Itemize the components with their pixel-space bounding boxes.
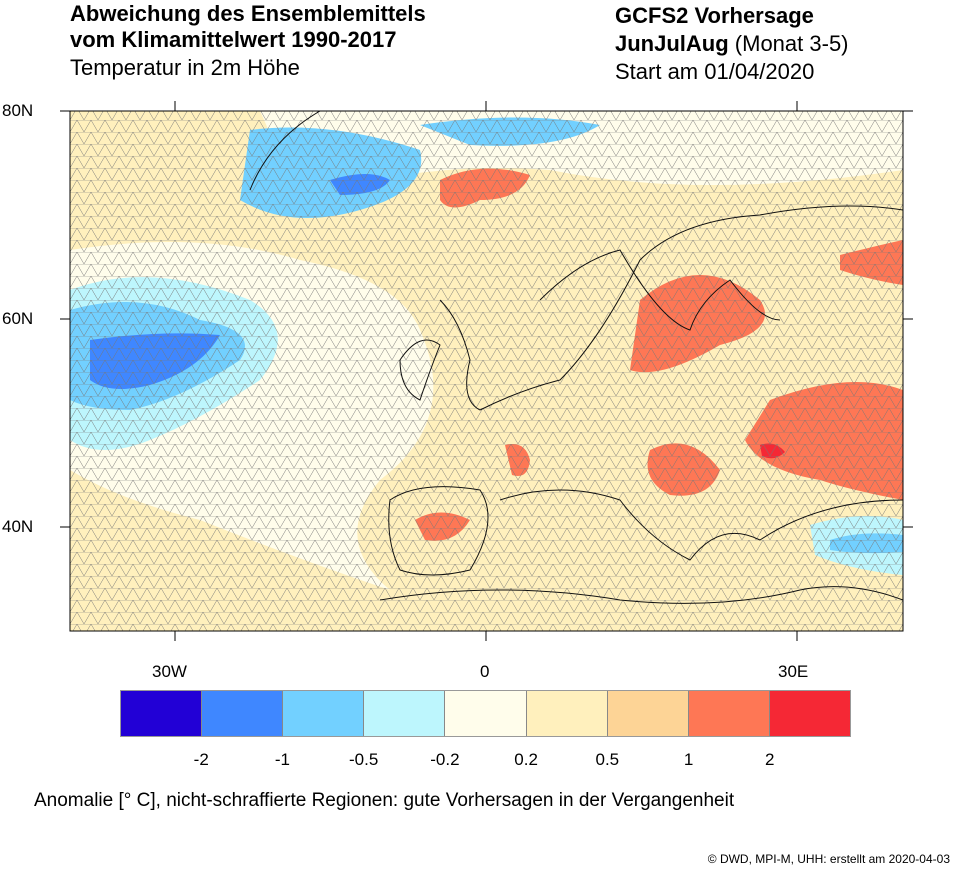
model-title: GCFS2 Vorhersage xyxy=(615,3,814,28)
colorbar-tick-label: -1 xyxy=(274,750,290,769)
hatching-overlay xyxy=(70,111,903,631)
colorbar-tick-label: 0.5 xyxy=(595,750,620,769)
colorbar-swatch xyxy=(364,691,446,736)
axis-ticks xyxy=(60,101,913,641)
colorbar-tick-label: 0.2 xyxy=(514,750,538,769)
colorbar-swatch xyxy=(202,691,284,736)
season-line: JunJulAug (Monat 3-5) xyxy=(615,32,849,56)
lon-label-30e: 30E xyxy=(778,662,809,681)
colorbar-tick-label: -2 xyxy=(193,750,209,769)
colorbar-swatch xyxy=(526,691,608,736)
anomaly-map xyxy=(60,101,913,641)
colorbar-swatch xyxy=(607,691,689,736)
lon-label-30w: 30W xyxy=(152,662,187,681)
season: JunJulAug xyxy=(615,31,729,56)
footer-caption: Anomalie [° C], nicht-schraffierte Regio… xyxy=(34,790,735,811)
colorbar-swatch xyxy=(121,691,203,736)
colorbar-swatch xyxy=(769,691,850,736)
start-date: Start am 01/04/2020 xyxy=(615,59,815,84)
colorbar-tick-label: -0.2 xyxy=(430,750,460,769)
colorbar-tick-label: 1 xyxy=(683,750,694,769)
coastlines xyxy=(249,111,903,604)
lon-label-0: 0 xyxy=(480,662,490,681)
colorbar xyxy=(120,690,851,737)
colorbar-swatch xyxy=(688,691,770,736)
title-variable: Temperatur in 2m Höhe xyxy=(70,55,300,80)
months: (Monat 3-5) xyxy=(734,31,849,56)
lat-label-40n: 40N xyxy=(2,517,34,536)
colorbar-tick-label: -0.5 xyxy=(349,750,379,769)
colorbar-swatch xyxy=(445,691,527,736)
colorbar-swatch xyxy=(283,691,365,736)
title-line-2: vom Klimamittelwert 1990-2017 xyxy=(70,27,397,52)
colorbar-tick-label: 2 xyxy=(765,750,775,769)
copyright: © DWD, MPI-M, UHH: erstellt am 2020-04-0… xyxy=(707,852,950,866)
lat-label-60n: 60N xyxy=(2,309,34,328)
lat-label-80n: 80N xyxy=(2,101,34,120)
title-line-1: Abweichung des Ensemblemittels xyxy=(70,1,426,26)
